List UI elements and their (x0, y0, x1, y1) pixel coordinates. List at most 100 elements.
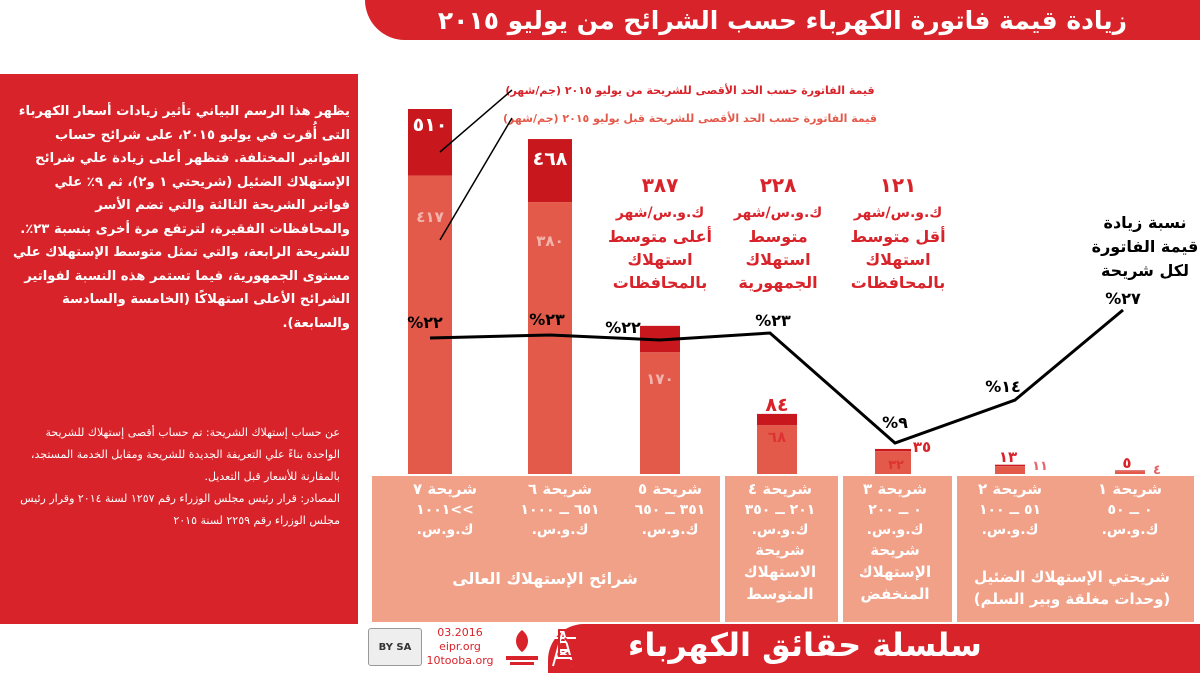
data-label-after: ٨٤ (765, 394, 788, 416)
band-divider (952, 476, 957, 622)
consumption-desc: متوسط (748, 227, 807, 246)
data-label-before: ٤١٧ (416, 208, 443, 226)
bar-after-2015 (875, 448, 911, 452)
bar-before-2015 (640, 352, 680, 474)
methodology-note: عن حساب إستهلاك الشريحة: تم حساب أقصى إس… (30, 426, 340, 483)
group-label: شريحتي الإستهلاك الضئيل (974, 568, 1170, 586)
category-name: شريحة ٤ (748, 480, 812, 498)
consumption-desc: بالمحافظات (851, 273, 945, 292)
bar-after-2015 (1115, 470, 1145, 472)
consumption-unit: ك.و.س/شهر (853, 205, 942, 221)
increase-label: ٢٧% (1105, 289, 1141, 308)
category-unit: ك.و.س. (642, 522, 699, 538)
sources-note: المصادر: قرار رئيس مجلس الوزراء رقم ١٢٥٧… (20, 492, 340, 527)
tooba-logo-icon (558, 629, 600, 666)
group-label: شريحة (870, 541, 920, 559)
category-range: ٠ ــ ٥٠ (1108, 502, 1153, 518)
category-unit: ك.و.س. (532, 522, 589, 538)
group-label: شريحة (755, 541, 805, 559)
consumption-desc: استهلاك (865, 250, 930, 269)
legend-after: قيمة الفاتورة حسب الحد الأقصى للشريحة من… (505, 83, 874, 97)
consumption-desc: أعلى متوسط (608, 226, 712, 246)
tooba-link[interactable]: 10tooba.org (426, 654, 494, 667)
page-title: زيادة قيمة فاتورة الكهرباء حسب الشرائح م… (365, 0, 1200, 40)
group-label: المنخفض (860, 585, 929, 603)
category-range: >>١٠٠١ (416, 502, 474, 518)
category-unit: ك.و.س. (982, 522, 1039, 538)
data-label-after: ١٣ (999, 448, 1017, 466)
data-label-before: ١٧٠ (646, 370, 673, 388)
consumption-value: ٢٢٨ (760, 173, 797, 197)
category-band (372, 476, 1194, 622)
bar-before-2015 (1115, 471, 1145, 474)
data-label-after: ٥ (1122, 454, 1131, 472)
bar-before-2015 (408, 175, 452, 474)
footer-series-title: سلسلة حقائق الكهرباء (628, 626, 982, 664)
category-unit: ك.و.س. (417, 522, 474, 538)
increase-line (429, 308, 1124, 445)
data-label-before: ٣٢ (888, 458, 904, 473)
consumption-desc: استهلاك (627, 250, 692, 269)
category-range: ٥١ ــ ١٠٠ (979, 502, 1041, 518)
group-label: المتوسط (746, 585, 813, 603)
data-label-before: ٤ (1153, 463, 1161, 478)
bar-after-2015 (528, 139, 572, 203)
increase-label: ١٤% (985, 377, 1021, 396)
data-label-after: ٢٠٧ (645, 307, 680, 329)
category-range: ٢٠١ ــ ٣٥٠ (745, 502, 816, 518)
category-range: ٣٥١ ــ ٦٥٠ (635, 502, 706, 518)
data-label-before: ١١ (1032, 459, 1048, 474)
increase-label: ٩% (882, 413, 908, 432)
bar-after-2015 (995, 464, 1025, 467)
increase-label: ٢٣% (529, 310, 565, 329)
increase-title: لكل شريحة (1101, 261, 1189, 280)
increase-title: قيمة الفاتورة (1092, 237, 1199, 256)
increase-label: ٢٣% (755, 311, 791, 330)
bar-before-2015 (995, 466, 1025, 474)
data-label-after: ٤٦٨ (533, 148, 568, 170)
legend-leader-before (439, 117, 513, 241)
category-unit: ك.و.س. (867, 522, 924, 538)
footer-band: سلسلة حقائق الكهرباء (548, 624, 1200, 673)
category-name: شريحة ٥ (638, 480, 702, 498)
consumption-unit: ك.و.س/شهر (733, 205, 822, 221)
eipr-logo-icon (506, 630, 538, 665)
group-label: (وحدات مغلقة وبير السلم) (974, 590, 1171, 608)
category-unit: ك.و.س. (752, 522, 809, 538)
creative-commons-license-icon: BY SA (368, 628, 422, 666)
increase-title: نسبة زيادة (1104, 213, 1187, 232)
consumption-unit: ك.و.س/شهر (615, 205, 704, 221)
credits: 03.2016 eipr.org 10tooba.org (426, 626, 494, 668)
band-divider (720, 476, 725, 622)
consumption-value: ١٢١ (880, 173, 917, 197)
bar-before-2015 (875, 451, 911, 474)
increase-label: ٢٢% (605, 318, 641, 337)
consumption-desc: الجمهورية (738, 273, 817, 292)
eipr-link[interactable]: eipr.org (439, 640, 481, 653)
band-divider (838, 476, 843, 622)
description-text: يظهر هذا الرسم البياني تأثير زيادات أسعا… (12, 104, 350, 331)
category-name: شريحة ٧ (413, 480, 477, 498)
group-label: الاستهلاك (744, 563, 816, 581)
bar-before-2015 (757, 425, 797, 474)
date-text: 03.2016 (437, 626, 483, 639)
bar-after-2015 (408, 109, 452, 176)
description-panel: يظهر هذا الرسم البياني تأثير زيادات أسعا… (0, 74, 358, 624)
bar-after-2015 (757, 413, 797, 426)
license-text: BY SA (378, 641, 412, 653)
increase-label: ٢٢% (407, 313, 443, 332)
consumption-desc: استهلاك (745, 250, 810, 269)
category-name: شريحة ١ (1098, 480, 1162, 498)
category-name: شريحة ٣ (863, 480, 927, 498)
consumption-value: ٣٨٧ (642, 173, 679, 197)
legend-leader-after (439, 89, 513, 153)
category-range: ٠ ــ ٢٠٠ (868, 502, 922, 518)
consumption-desc: أقل متوسط (850, 226, 945, 246)
data-label-after: ٥١٠ (413, 114, 448, 136)
legend-before: قيمة الفاتورة حسب الحد الأقصى للشريحة قب… (503, 111, 877, 125)
data-label-after: ٣٥ (913, 438, 931, 456)
category-unit: ك.و.س. (1102, 522, 1159, 538)
group-label: الإستهلاك (859, 563, 931, 581)
bar-before-2015 (528, 202, 572, 474)
